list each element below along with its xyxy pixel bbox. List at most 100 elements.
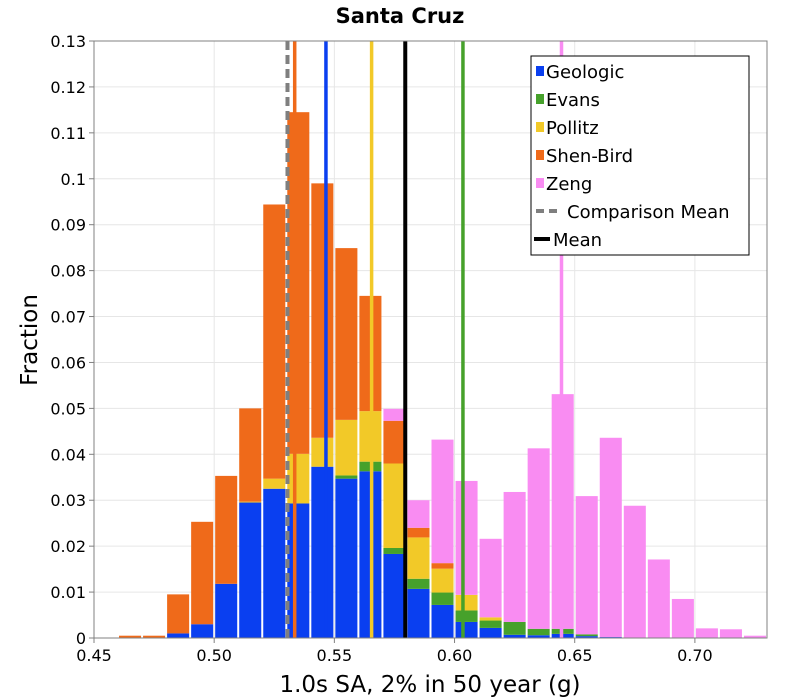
bar-zeng-0.68 bbox=[647, 559, 670, 638]
x-tick-label-0: 0.45 bbox=[76, 646, 112, 665]
bar-zeng-0.62 bbox=[503, 491, 526, 622]
bar-zeng-0.58 bbox=[407, 500, 430, 528]
bar-shen-bird-0.59 bbox=[431, 563, 454, 569]
y-tick-label-5: 0.05 bbox=[50, 399, 86, 418]
bar-pollitz-0.59 bbox=[431, 568, 454, 593]
bar-geologic-0.62 bbox=[503, 634, 526, 638]
x-axis-label: 1.0s SA, 2% in 50 year (g) bbox=[279, 672, 580, 698]
bar-geologic-0.54 bbox=[311, 466, 334, 638]
bar-zeng-0.71 bbox=[719, 629, 742, 638]
bar-geologic-0.58 bbox=[407, 588, 430, 638]
bar-geologic-0.59 bbox=[431, 604, 454, 638]
bar-evans-0.55 bbox=[335, 475, 358, 479]
bar-geologic-0.48 bbox=[167, 633, 190, 638]
bar-shen-bird-0.50 bbox=[215, 475, 238, 584]
bar-zeng-0.57 bbox=[383, 408, 406, 421]
bar-geologic-0.63 bbox=[527, 635, 550, 638]
y-tick-label-6: 0.06 bbox=[50, 353, 86, 372]
y-tick-label-1: 0.01 bbox=[50, 583, 86, 602]
bar-zeng-0.66 bbox=[599, 437, 622, 638]
chart-title: Santa Cruz bbox=[336, 4, 465, 28]
bar-pollitz-0.53 bbox=[287, 453, 310, 504]
bar-geologic-0.65 bbox=[575, 636, 598, 638]
bar-pollitz-0.52 bbox=[263, 478, 286, 489]
y-axis-ticks: 0 0.01 0.02 0.03 0.04 0.05 0.06 0.07 0.08 0.09 0.1… bbox=[50, 32, 94, 648]
bar-zeng-0.72 bbox=[743, 635, 766, 638]
x-tick-label-2: 0.55 bbox=[317, 646, 353, 665]
bar-pollitz-0.61 bbox=[479, 617, 502, 621]
bar-evans-0.61 bbox=[479, 620, 502, 628]
bar-geologic-0.55 bbox=[335, 478, 358, 638]
bar-evans-0.60 bbox=[455, 610, 478, 622]
y-tick-label-9: 0.09 bbox=[50, 216, 86, 235]
bar-geologic-0.50 bbox=[215, 583, 238, 638]
y-tick-label-3: 0.03 bbox=[50, 491, 86, 510]
legend-swatch-zeng bbox=[536, 178, 544, 188]
bar-pollitz-0.54 bbox=[311, 437, 334, 467]
y-tick-label-0: 0 bbox=[76, 629, 86, 648]
bar-pollitz-0.57 bbox=[383, 463, 406, 548]
bar-zeng-0.67 bbox=[623, 505, 646, 638]
y-tick-label-4: 0.04 bbox=[50, 445, 86, 464]
bar-pollitz-0.51 bbox=[239, 501, 262, 503]
x-tick-label-5: 0.70 bbox=[677, 646, 713, 665]
x-tick-label-1: 0.50 bbox=[196, 646, 232, 665]
plot-frame bbox=[93, 40, 768, 639]
bar-shen-bird-0.48 bbox=[167, 594, 190, 634]
bar-shen-bird-0.51 bbox=[239, 408, 262, 502]
y-tick-label-11: 0.11 bbox=[50, 124, 86, 143]
bar-geologic-0.49 bbox=[191, 624, 214, 638]
bars-group bbox=[119, 112, 766, 638]
legend-swatch-shen-bird bbox=[536, 150, 544, 160]
bar-geologic-0.57 bbox=[383, 553, 406, 638]
y-tick-label-12: 0.12 bbox=[50, 78, 86, 97]
bar-zeng-0.59 bbox=[431, 439, 454, 564]
bar-shen-bird-0.57 bbox=[383, 420, 406, 464]
legend-label-zeng: Zeng bbox=[546, 174, 592, 195]
y-tick-label-2: 0.02 bbox=[50, 537, 86, 556]
x-axis-ticks: 0.45 0.50 0.55 0.60 0.65 0.70 bbox=[76, 638, 713, 665]
bar-geologic-0.52 bbox=[263, 488, 286, 638]
legend-swatch-geologic bbox=[536, 66, 544, 76]
bar-pollitz-0.60 bbox=[455, 594, 478, 611]
bar-zeng-0.63 bbox=[527, 448, 550, 629]
legend-label-comparison-mean: Comparison Mean bbox=[567, 202, 730, 223]
bar-shen-bird-0.52 bbox=[263, 204, 286, 479]
bar-evans-0.65 bbox=[575, 634, 598, 637]
bar-geologic-0.51 bbox=[239, 502, 262, 638]
bar-evans-0.58 bbox=[407, 578, 430, 589]
legend-swatch-pollitz bbox=[536, 122, 544, 132]
x-tick-label-4: 0.65 bbox=[557, 646, 593, 665]
bar-zeng-0.61 bbox=[479, 538, 502, 618]
bar-zeng-0.70 bbox=[695, 628, 718, 638]
legend-swatch-evans bbox=[536, 94, 544, 104]
legend-label-shen-bird: Shen-Bird bbox=[546, 146, 633, 167]
legend: Geologic Evans Pollitz Shen-Bird Zeng Compari… bbox=[530, 55, 750, 256]
bar-zeng-0.65 bbox=[575, 496, 598, 635]
bar-evans-0.62 bbox=[503, 621, 526, 635]
legend-label-mean: Mean bbox=[553, 230, 602, 251]
legend-label-geologic: Geologic bbox=[546, 62, 624, 83]
bar-evans-0.63 bbox=[527, 628, 550, 636]
bar-zeng-0.69 bbox=[671, 598, 694, 638]
y-tick-label-13: 0.13 bbox=[50, 32, 86, 51]
bar-shen-bird-0.53 bbox=[287, 112, 310, 454]
legend-label-evans: Evans bbox=[546, 90, 600, 111]
y-axis-label: Fraction bbox=[17, 294, 43, 386]
y-tick-label-7: 0.07 bbox=[50, 308, 86, 327]
bar-shen-bird-0.47 bbox=[143, 635, 166, 638]
bar-pollitz-0.58 bbox=[407, 537, 430, 579]
y-tick-label-8: 0.08 bbox=[50, 262, 86, 281]
bar-evans-0.57 bbox=[383, 547, 406, 554]
bar-shen-bird-0.49 bbox=[191, 521, 214, 625]
bar-pollitz-0.55 bbox=[335, 419, 358, 476]
legend-label-pollitz: Pollitz bbox=[546, 118, 599, 139]
bar-geologic-0.61 bbox=[479, 627, 502, 638]
x-tick-label-3: 0.60 bbox=[437, 646, 473, 665]
bar-geologic-0.60 bbox=[455, 621, 478, 638]
bar-shen-bird-0.55 bbox=[335, 248, 358, 420]
legend-box bbox=[530, 55, 750, 256]
bar-zeng-0.60 bbox=[455, 480, 478, 595]
bar-evans-0.59 bbox=[431, 592, 454, 605]
